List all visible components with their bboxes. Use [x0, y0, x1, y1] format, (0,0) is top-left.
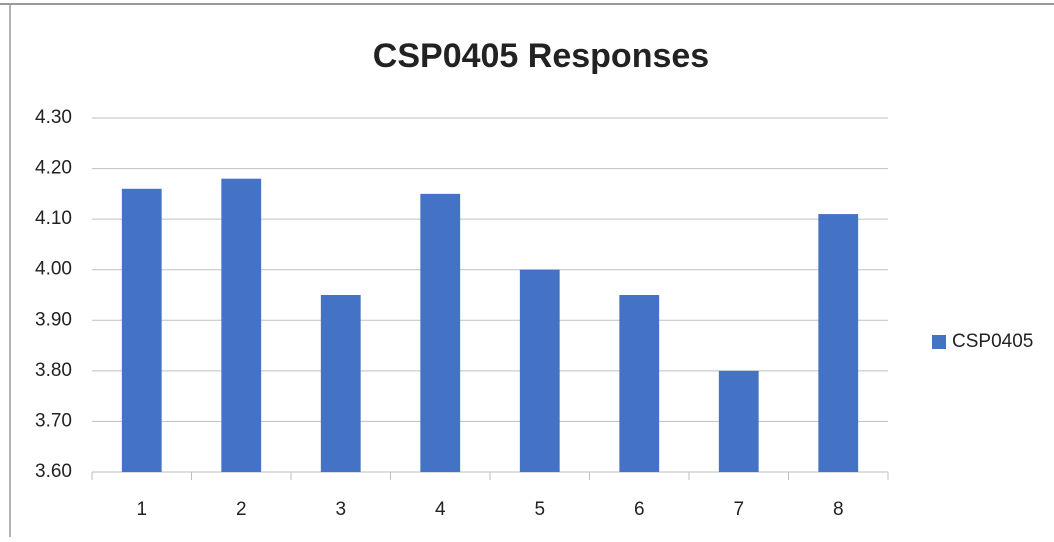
x-tick-label: 8: [833, 499, 844, 520]
bar: [718, 370, 759, 472]
bar: [619, 295, 660, 472]
bar: [221, 178, 262, 472]
x-tick-label: 2: [236, 499, 247, 520]
y-tick-label: 3.70: [35, 410, 72, 431]
y-tick-label: 4.00: [35, 259, 72, 280]
bar: [420, 193, 461, 472]
x-tick-label: 7: [733, 499, 744, 520]
y-tick-label: 3.90: [35, 309, 72, 330]
y-tick-label: 4.20: [35, 158, 72, 179]
bar: [121, 188, 162, 473]
y-tick-label: 4.30: [35, 107, 72, 128]
bar: [818, 214, 859, 473]
x-tick-label: 4: [435, 499, 446, 520]
x-tick-label: 5: [534, 499, 545, 520]
y-tick-label: 3.60: [35, 461, 72, 482]
x-tick-label: 6: [634, 499, 645, 520]
y-tick-label: 4.10: [35, 208, 72, 229]
bar: [519, 269, 560, 472]
legend-label: CSP0405: [952, 331, 1033, 352]
y-tick-label: 3.80: [35, 360, 72, 381]
legend-swatch: [932, 335, 946, 349]
x-tick-label: 3: [335, 499, 346, 520]
bar: [320, 295, 361, 472]
chart-title: CSP0405 Responses: [373, 37, 709, 75]
x-tick-label: 1: [136, 499, 147, 520]
